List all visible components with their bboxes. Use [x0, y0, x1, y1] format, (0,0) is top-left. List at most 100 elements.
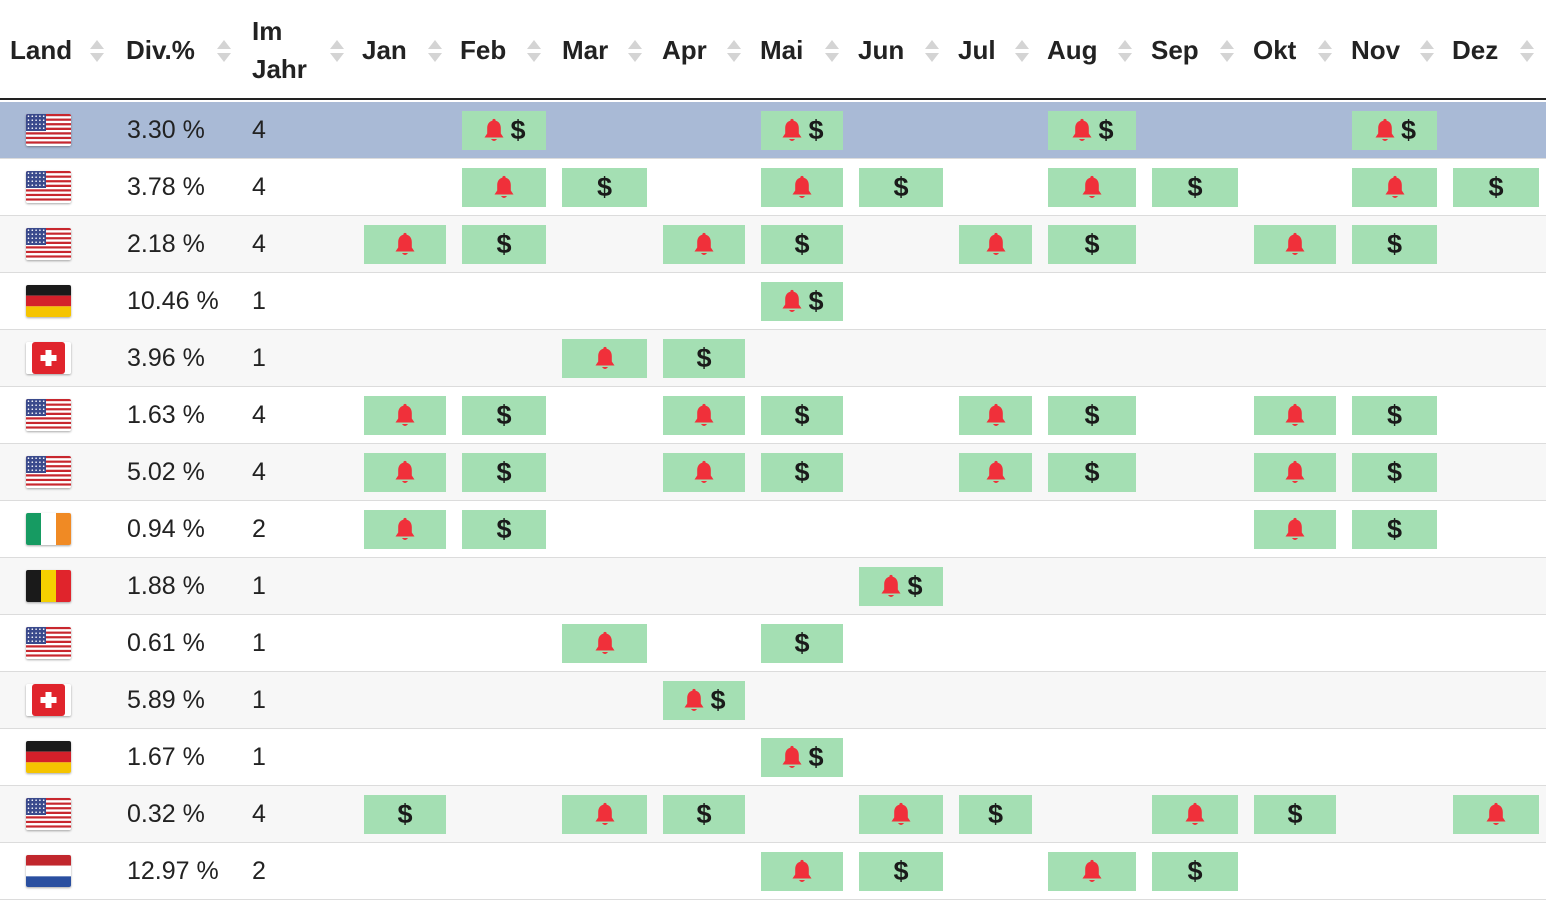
sort-icon[interactable] — [330, 40, 344, 62]
month-cell-apr[interactable] — [663, 225, 745, 264]
sort-icon[interactable] — [1520, 40, 1534, 62]
month-cell-okt[interactable] — [1254, 510, 1336, 549]
table-row[interactable]: 1.63 % 4 $ $ $ $ — [0, 387, 1546, 444]
sort-icon[interactable] — [217, 40, 231, 62]
month-cell-apr[interactable]: $ — [663, 681, 745, 720]
month-cell-mai[interactable]: $ — [761, 111, 843, 150]
table-row[interactable]: 5.02 % 4 $ $ $ $ — [0, 444, 1546, 501]
sort-icon[interactable] — [1318, 40, 1332, 62]
sort-icon[interactable] — [1015, 40, 1029, 62]
month-cell-okt[interactable] — [1254, 453, 1336, 492]
month-cell-mai[interactable]: $ — [761, 396, 843, 435]
month-cell-nov[interactable]: $ — [1352, 396, 1437, 435]
sort-icon[interactable] — [628, 40, 642, 62]
table-row[interactable]: 1.88 % 1 $ — [0, 558, 1546, 615]
table-row[interactable]: 0.94 % 2 $ $ — [0, 501, 1546, 558]
month-cell-mai[interactable] — [761, 852, 843, 891]
month-cell-jan[interactable] — [364, 510, 446, 549]
month-cell-jul[interactable] — [959, 453, 1032, 492]
column-header-jul[interactable]: Jul — [958, 0, 996, 100]
month-cell-apr[interactable] — [663, 453, 745, 492]
sort-icon[interactable] — [428, 40, 442, 62]
month-cell-sep[interactable]: $ — [1152, 168, 1238, 207]
month-cell-okt[interactable] — [1254, 225, 1336, 264]
month-cell-mai[interactable]: $ — [761, 225, 843, 264]
month-cell-aug[interactable]: $ — [1048, 453, 1136, 492]
table-row[interactable]: 0.32 % 4 $ $ $ $ — [0, 786, 1546, 843]
table-row[interactable]: 10.46 % 1 $ — [0, 273, 1546, 330]
month-cell-okt[interactable]: $ — [1254, 795, 1336, 834]
month-cell-mai[interactable]: $ — [761, 738, 843, 777]
table-row[interactable]: 0.61 % 1 $ — [0, 615, 1546, 672]
column-header-yield[interactable]: Div.% — [126, 0, 195, 100]
month-cell-aug[interactable] — [1048, 852, 1136, 891]
month-cell-mai[interactable]: $ — [761, 453, 843, 492]
column-header-jan[interactable]: Jan — [362, 0, 407, 100]
month-cell-mai[interactable]: $ — [761, 282, 843, 321]
month-cell-apr[interactable]: $ — [663, 339, 745, 378]
month-cell-jul[interactable] — [959, 396, 1032, 435]
sort-icon[interactable] — [727, 40, 741, 62]
month-cell-mar[interactable] — [562, 339, 647, 378]
month-cell-nov[interactable]: $ — [1352, 510, 1437, 549]
table-row[interactable]: 2.18 % 4 $ $ $ $ — [0, 216, 1546, 273]
month-cell-okt[interactable] — [1254, 396, 1336, 435]
month-cell-apr[interactable] — [663, 396, 745, 435]
month-cell-aug[interactable]: $ — [1048, 111, 1136, 150]
month-cell-sep[interactable]: $ — [1152, 852, 1238, 891]
month-cell-aug[interactable] — [1048, 168, 1136, 207]
month-cell-feb[interactable] — [462, 168, 546, 207]
column-header-land[interactable]: Land — [10, 0, 72, 100]
month-cell-feb[interactable]: $ — [462, 453, 546, 492]
table-row[interactable]: 3.30 % 4 $ $ $ $ — [0, 102, 1546, 159]
sort-icon[interactable] — [1220, 40, 1234, 62]
month-cell-nov[interactable]: $ — [1352, 453, 1437, 492]
column-header-feb[interactable]: Feb — [460, 0, 506, 100]
column-header-nov[interactable]: Nov — [1351, 0, 1400, 100]
month-cell-mar[interactable] — [562, 624, 647, 663]
column-header-apr[interactable]: Apr — [662, 0, 707, 100]
sort-icon[interactable] — [527, 40, 541, 62]
column-header-mai[interactable]: Mai — [760, 0, 803, 100]
column-header-jun[interactable]: Jun — [858, 0, 904, 100]
table-row[interactable]: 3.96 % 1 $ — [0, 330, 1546, 387]
month-cell-dez[interactable]: $ — [1453, 168, 1539, 207]
month-cell-nov[interactable]: $ — [1352, 225, 1437, 264]
month-cell-aug[interactable]: $ — [1048, 225, 1136, 264]
table-row[interactable]: 3.78 % 4 $ $ $ $ — [0, 159, 1546, 216]
month-cell-jan[interactable] — [364, 225, 446, 264]
column-header-frequency[interactable]: Im Jahr — [252, 0, 307, 100]
month-cell-apr[interactable]: $ — [663, 795, 745, 834]
month-cell-jan[interactable]: $ — [364, 795, 446, 834]
month-cell-jul[interactable] — [959, 225, 1032, 264]
month-cell-jan[interactable] — [364, 453, 446, 492]
month-cell-jun[interactable]: $ — [859, 567, 943, 606]
month-cell-jun[interactable]: $ — [859, 168, 943, 207]
month-cell-jul[interactable]: $ — [959, 795, 1032, 834]
sort-icon[interactable] — [925, 40, 939, 62]
month-cell-mar[interactable]: $ — [562, 168, 647, 207]
column-header-sep[interactable]: Sep — [1151, 0, 1199, 100]
month-cell-mai[interactable] — [761, 168, 843, 207]
table-row[interactable]: 12.97 % 2 $ $ — [0, 843, 1546, 900]
column-header-mar[interactable]: Mar — [562, 0, 608, 100]
month-cell-mai[interactable]: $ — [761, 624, 843, 663]
month-cell-sep[interactable] — [1152, 795, 1238, 834]
month-cell-jan[interactable] — [364, 396, 446, 435]
month-cell-feb[interactable]: $ — [462, 396, 546, 435]
month-cell-nov[interactable]: $ — [1352, 111, 1437, 150]
sort-icon[interactable] — [1118, 40, 1132, 62]
table-row[interactable]: 1.67 % 1 $ — [0, 729, 1546, 786]
sort-icon[interactable] — [1420, 40, 1434, 62]
month-cell-jun[interactable] — [859, 795, 943, 834]
month-cell-dez[interactable] — [1453, 795, 1539, 834]
table-row[interactable]: 5.89 % 1 $ — [0, 672, 1546, 729]
month-cell-feb[interactable]: $ — [462, 510, 546, 549]
month-cell-nov[interactable] — [1352, 168, 1437, 207]
column-header-aug[interactable]: Aug — [1047, 0, 1098, 100]
sort-icon[interactable] — [90, 40, 104, 62]
month-cell-feb[interactable]: $ — [462, 111, 546, 150]
month-cell-jun[interactable]: $ — [859, 852, 943, 891]
month-cell-aug[interactable]: $ — [1048, 396, 1136, 435]
month-cell-feb[interactable]: $ — [462, 225, 546, 264]
